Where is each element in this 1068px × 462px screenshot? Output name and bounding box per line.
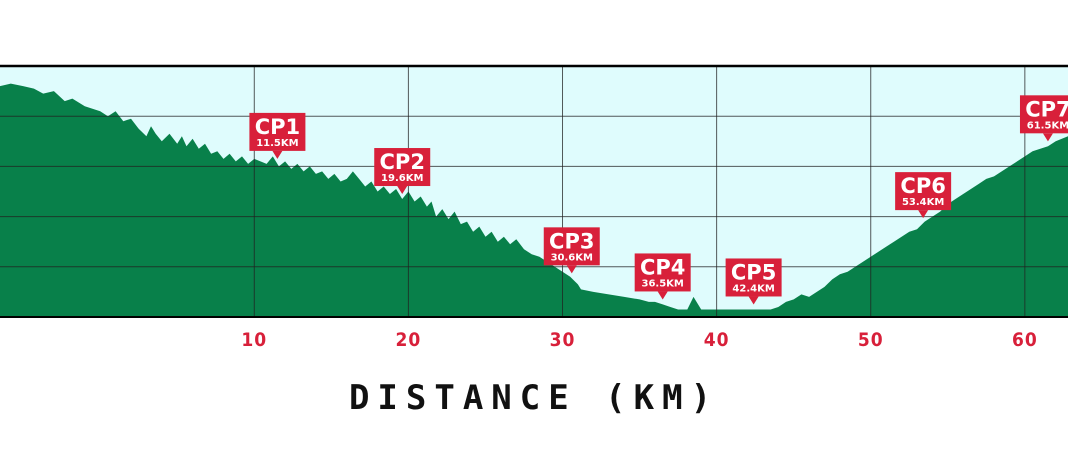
checkpoint-box (895, 172, 952, 211)
checkpoint-box (543, 227, 600, 266)
x-tick-label: 10 (241, 329, 267, 351)
x-tick-label: 50 (858, 329, 884, 351)
checkpoint-pointer (566, 265, 577, 274)
checkpoint-distance: 42.4KM (732, 283, 774, 294)
x-tick-labels: 10 20 30 40 50 60 (241, 329, 1038, 351)
checkpoint-distance: 36.5KM (641, 278, 683, 289)
x-tick-label: 30 (550, 329, 576, 351)
checkpoint-box (634, 253, 691, 292)
checkpoint-box (374, 148, 431, 187)
elevation-area (0, 83, 1068, 317)
checkpoint-name: CP7 (1025, 97, 1068, 121)
checkpoint-pointer (397, 186, 408, 195)
checkpoint-pointer (1042, 133, 1053, 142)
checkpoint-name: CP4 (640, 255, 685, 279)
checkpoint-pointer (272, 150, 283, 159)
checkpoint-box (725, 258, 782, 297)
checkpoint-distance: 19.6KM (381, 173, 423, 184)
checkpoint-name: CP2 (380, 150, 425, 174)
x-tick-label: 40 (704, 329, 730, 351)
checkpoint-distance: 11.5KM (256, 138, 298, 149)
checkpoint-distance: 53.4KM (902, 197, 944, 208)
checkpoint-pointer (657, 291, 668, 300)
checkpoint-pointer (748, 296, 759, 305)
checkpoint-box (1019, 95, 1068, 134)
x-axis-title: DISTANCE (KM) (348, 378, 720, 418)
checkpoint-name: CP3 (549, 229, 594, 253)
x-tick-label: 20 (395, 329, 421, 351)
checkpoint-name: CP5 (731, 260, 776, 284)
grid (0, 66, 1068, 317)
x-tick-label: 60 (1012, 329, 1038, 351)
checkpoint-box (249, 112, 306, 151)
checkpoint-name: CP1 (255, 115, 300, 139)
checkpoint-name: CP6 (900, 174, 945, 198)
checkpoint-distance: 61.5KM (1027, 120, 1068, 131)
checkpoint-pointer (918, 210, 929, 219)
checkpoint-distance: 30.6KM (551, 252, 593, 263)
